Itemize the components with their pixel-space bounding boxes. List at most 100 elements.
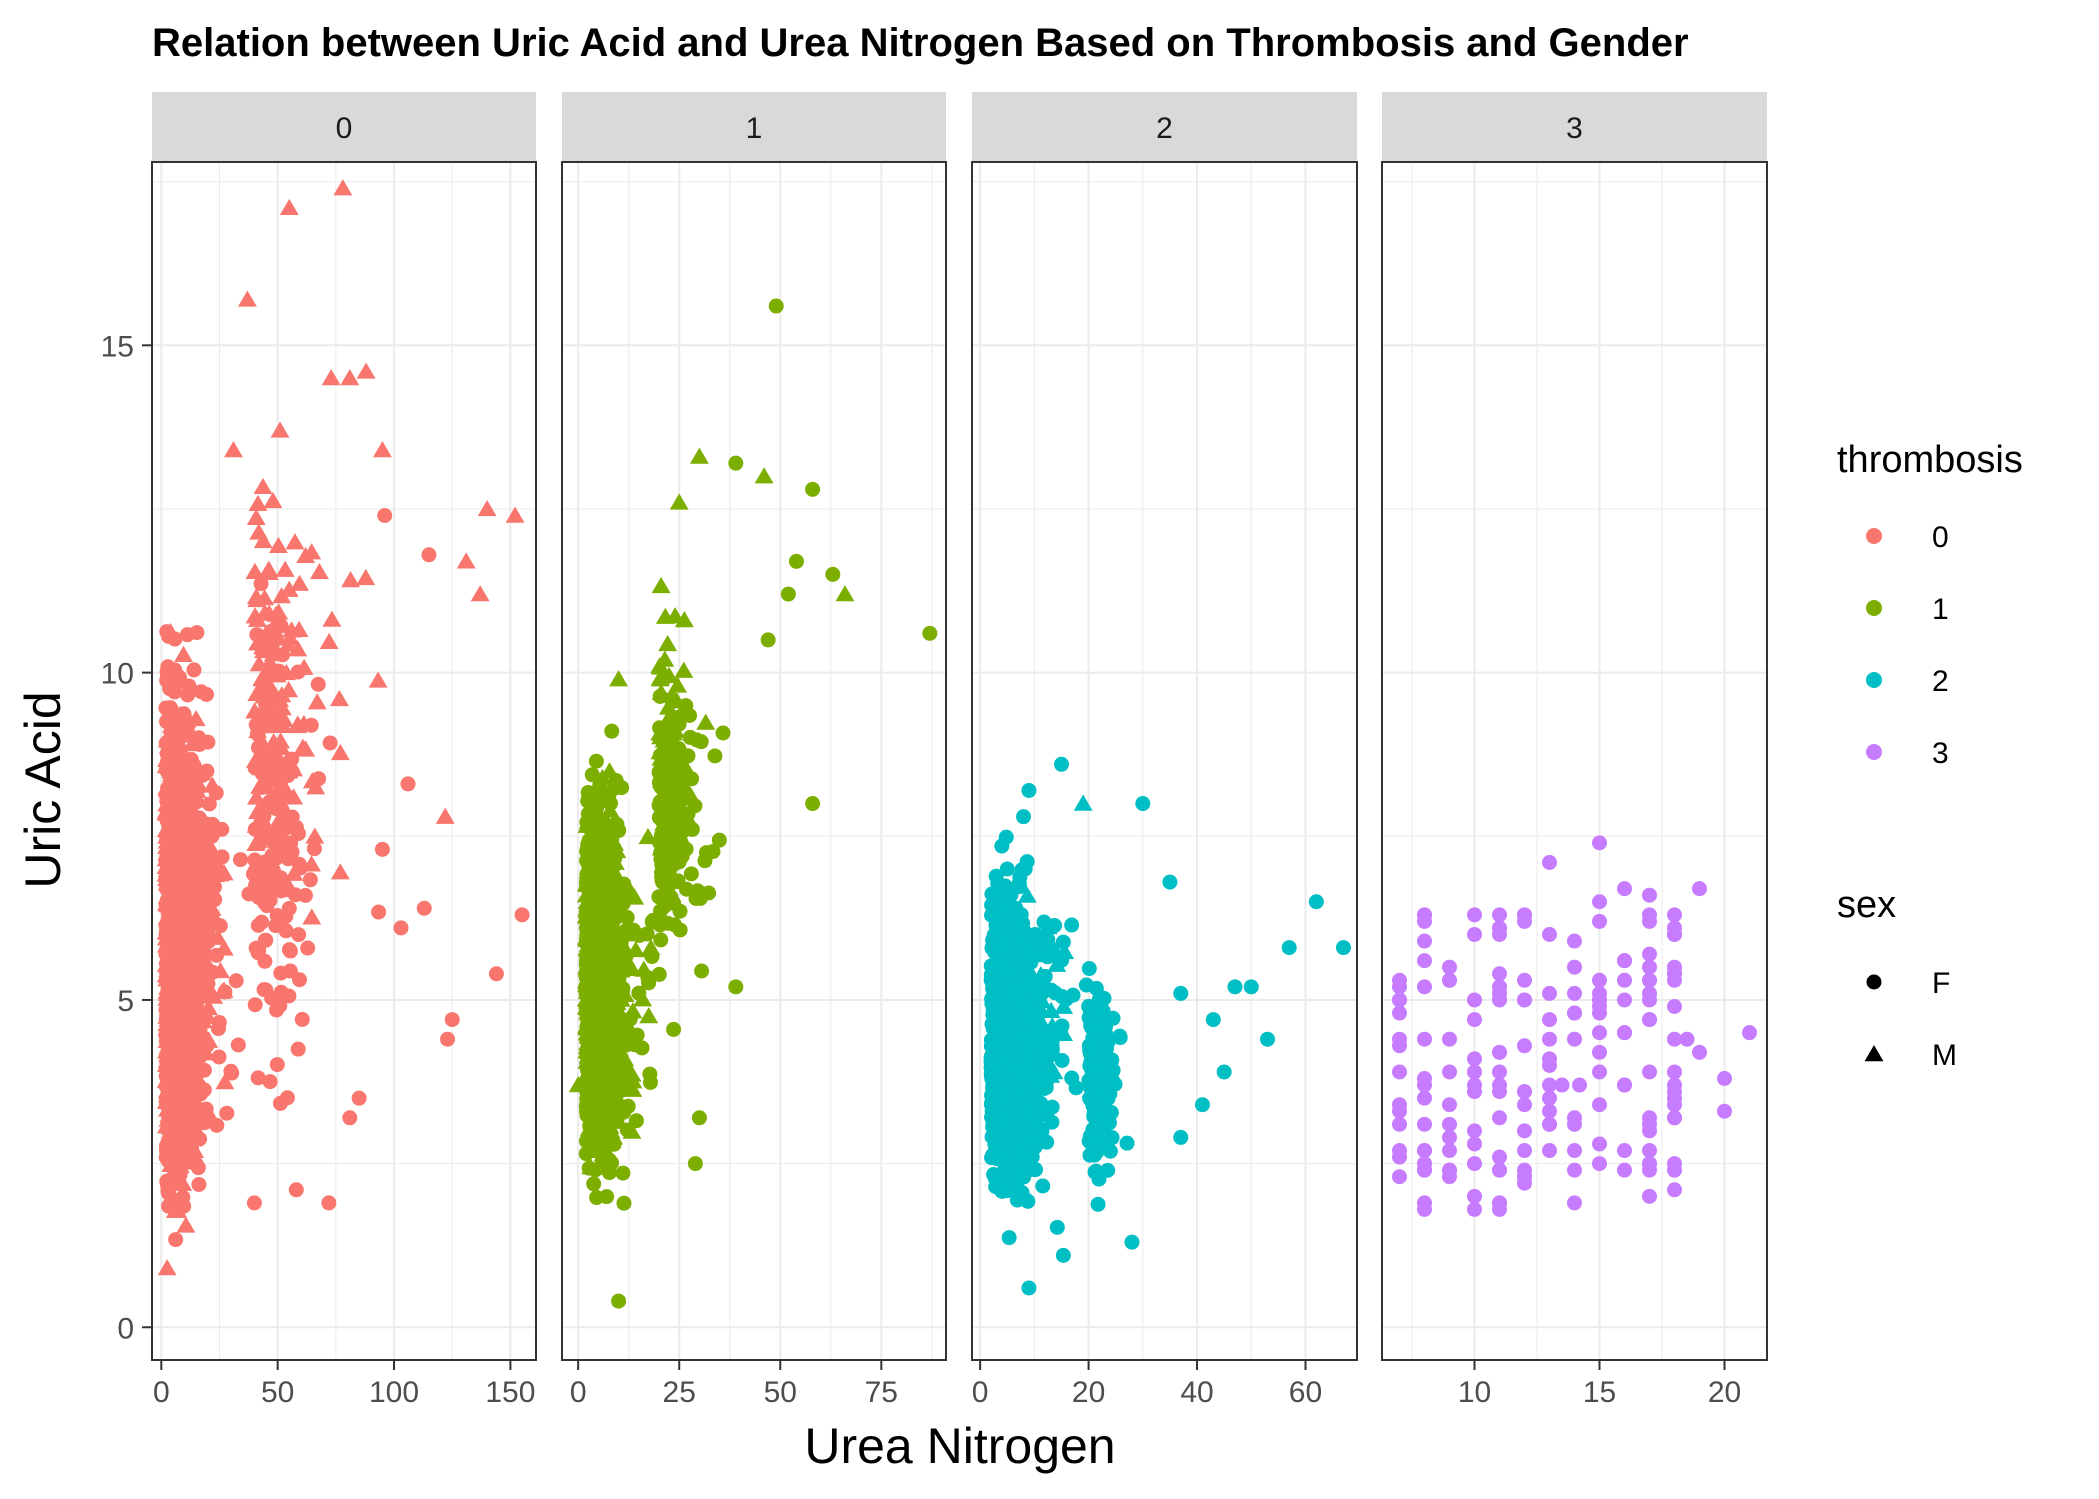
x-tick-label: 75 [865, 1376, 898, 1409]
data-point [230, 1037, 246, 1053]
data-point [1009, 1121, 1025, 1137]
data-point [694, 963, 710, 979]
data-point [623, 1002, 643, 1019]
panel-background [152, 162, 536, 1360]
data-point [658, 808, 678, 825]
data-point [282, 621, 302, 638]
data-point [254, 776, 274, 793]
data-point [284, 788, 304, 805]
data-point [262, 1074, 278, 1090]
data-point [294, 1011, 310, 1027]
data-point [650, 724, 670, 741]
data-point [1024, 1149, 1040, 1165]
data-point [247, 788, 266, 805]
data-point [168, 792, 187, 809]
data-point [246, 834, 266, 851]
data-point [163, 1007, 183, 1024]
data-point [214, 981, 234, 998]
data-point [266, 832, 286, 849]
data-point-labeled [728, 455, 744, 471]
data-point [271, 797, 287, 813]
data-point [269, 1002, 285, 1018]
data-point [341, 571, 361, 588]
data-point-labeled [922, 625, 938, 641]
data-point [596, 950, 616, 967]
data-point [224, 1065, 240, 1081]
data-point [175, 1049, 195, 1067]
data-point [302, 772, 322, 789]
scatter-points [983, 756, 1351, 1296]
data-point-labeled [488, 966, 504, 982]
data-point [652, 917, 668, 933]
data-point [584, 846, 604, 863]
scatter-points [568, 298, 938, 1309]
data-point [658, 634, 678, 652]
data-point [291, 927, 307, 943]
data-point [198, 686, 214, 702]
data-point-labeled [224, 441, 243, 458]
data-point [157, 731, 177, 748]
data-point [674, 610, 694, 628]
data-point-labeled [477, 499, 497, 517]
data-point [209, 1117, 225, 1133]
data-point [994, 934, 1010, 950]
data-point-labeled [321, 1195, 337, 1211]
data-point [991, 1063, 1007, 1079]
data-point [302, 855, 322, 872]
data-point [168, 858, 188, 875]
data-point [586, 908, 606, 926]
data-point [651, 576, 671, 594]
data-point-labeled [568, 1076, 588, 1093]
data-point [273, 775, 293, 793]
data-point [163, 935, 183, 952]
data-point [1055, 1247, 1071, 1263]
data-point [288, 640, 308, 657]
data-point [176, 1071, 196, 1088]
data-point-labeled [999, 861, 1015, 877]
x-tick-label: 20 [1072, 1376, 1105, 1409]
data-point-labeled [377, 508, 393, 524]
data-point [582, 858, 602, 875]
data-point [596, 873, 616, 891]
data-point [188, 1014, 208, 1031]
chart-title: Relation between Uric Acid and Urea Nitr… [152, 21, 1689, 65]
data-point [696, 713, 716, 730]
data-point [184, 791, 204, 808]
data-point [306, 841, 322, 857]
data-point-labeled [470, 585, 490, 602]
data-point [319, 632, 339, 649]
x-tick-label: 0 [153, 1376, 170, 1409]
panel-grid [562, 162, 946, 1360]
data-point [157, 801, 177, 818]
data-point [622, 1122, 642, 1139]
data-point [601, 1165, 617, 1181]
data-point [605, 834, 625, 851]
data-point [197, 1101, 217, 1118]
y-tick-label: 0 [117, 1312, 134, 1345]
data-point [1081, 1133, 1097, 1149]
data-point [175, 1062, 195, 1079]
data-point [593, 1003, 612, 1020]
data-point [247, 997, 263, 1013]
data-point [263, 662, 283, 679]
data-point-labeled [246, 1195, 262, 1211]
data-point-labeled [356, 362, 376, 379]
x-tick-label: 50 [764, 1376, 797, 1409]
data-point [597, 842, 617, 859]
data-point [228, 973, 244, 989]
data-point-labeled [1162, 874, 1178, 890]
data-point-labeled [416, 900, 432, 916]
data-point-labeled [456, 552, 476, 569]
data-point [300, 940, 316, 956]
x-tick-label: 50 [261, 1376, 294, 1409]
facet-strip [152, 92, 536, 162]
data-point [653, 932, 669, 948]
data-point [1049, 1219, 1065, 1235]
y-tick-label: 15 [101, 330, 134, 363]
data-point [294, 714, 314, 731]
data-point [253, 886, 273, 903]
data-point [368, 671, 388, 688]
data-point [173, 927, 193, 944]
data-point [641, 938, 661, 956]
